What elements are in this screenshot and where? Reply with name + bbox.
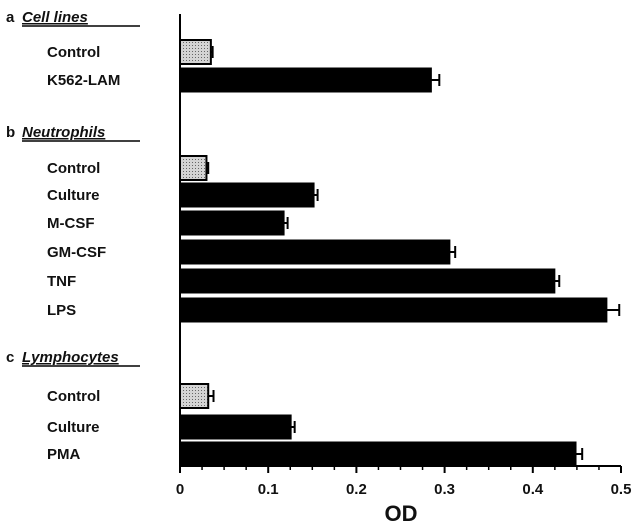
bar-label: TNF bbox=[47, 273, 76, 290]
x-tick-label: 0.3 bbox=[434, 481, 455, 498]
bar-label: LPS bbox=[47, 302, 76, 319]
bar-label: Control bbox=[47, 160, 100, 177]
bar-label: M-CSF bbox=[47, 215, 95, 232]
x-tick-label: 0.2 bbox=[346, 481, 367, 498]
x-tick-label: 0.4 bbox=[522, 481, 544, 498]
bar-label: GM-CSF bbox=[47, 244, 106, 261]
bar-label: PMA bbox=[47, 446, 81, 463]
x-axis-title: OD bbox=[385, 501, 418, 526]
group-title: Neutrophils bbox=[22, 124, 105, 141]
bar-label: Culture bbox=[47, 419, 100, 436]
bar-culture bbox=[179, 414, 292, 440]
x-tick-label: 0.1 bbox=[258, 481, 279, 498]
bar-gm-csf bbox=[179, 239, 451, 265]
plot-area: 0 0.1 0.2 0.3 0.4 0.5 a Cell lines Control K562-L… bbox=[6, 9, 631, 498]
bar-culture bbox=[179, 182, 315, 208]
bar-control bbox=[179, 39, 212, 65]
bar-label: Control bbox=[47, 44, 100, 61]
bar-pma bbox=[179, 441, 577, 467]
x-tick-label: 0 bbox=[176, 481, 184, 498]
bar-label: Control bbox=[47, 388, 100, 405]
bar-control bbox=[179, 383, 210, 409]
bar-label: K562-LAM bbox=[47, 72, 120, 89]
group-title: Cell lines bbox=[22, 9, 88, 26]
group-letter: b bbox=[6, 124, 15, 141]
bar-lps bbox=[179, 297, 608, 323]
group-letter: a bbox=[6, 9, 15, 26]
group-title: Lymphocytes bbox=[22, 349, 119, 366]
bar-m-csf bbox=[179, 210, 285, 236]
bar-tnf bbox=[179, 268, 556, 294]
group-letter: c bbox=[6, 349, 14, 366]
x-tick-label: 0.5 bbox=[611, 481, 632, 498]
bar-k562-lam bbox=[179, 67, 432, 93]
bar-control bbox=[179, 155, 208, 181]
bar-label: Culture bbox=[47, 187, 100, 204]
